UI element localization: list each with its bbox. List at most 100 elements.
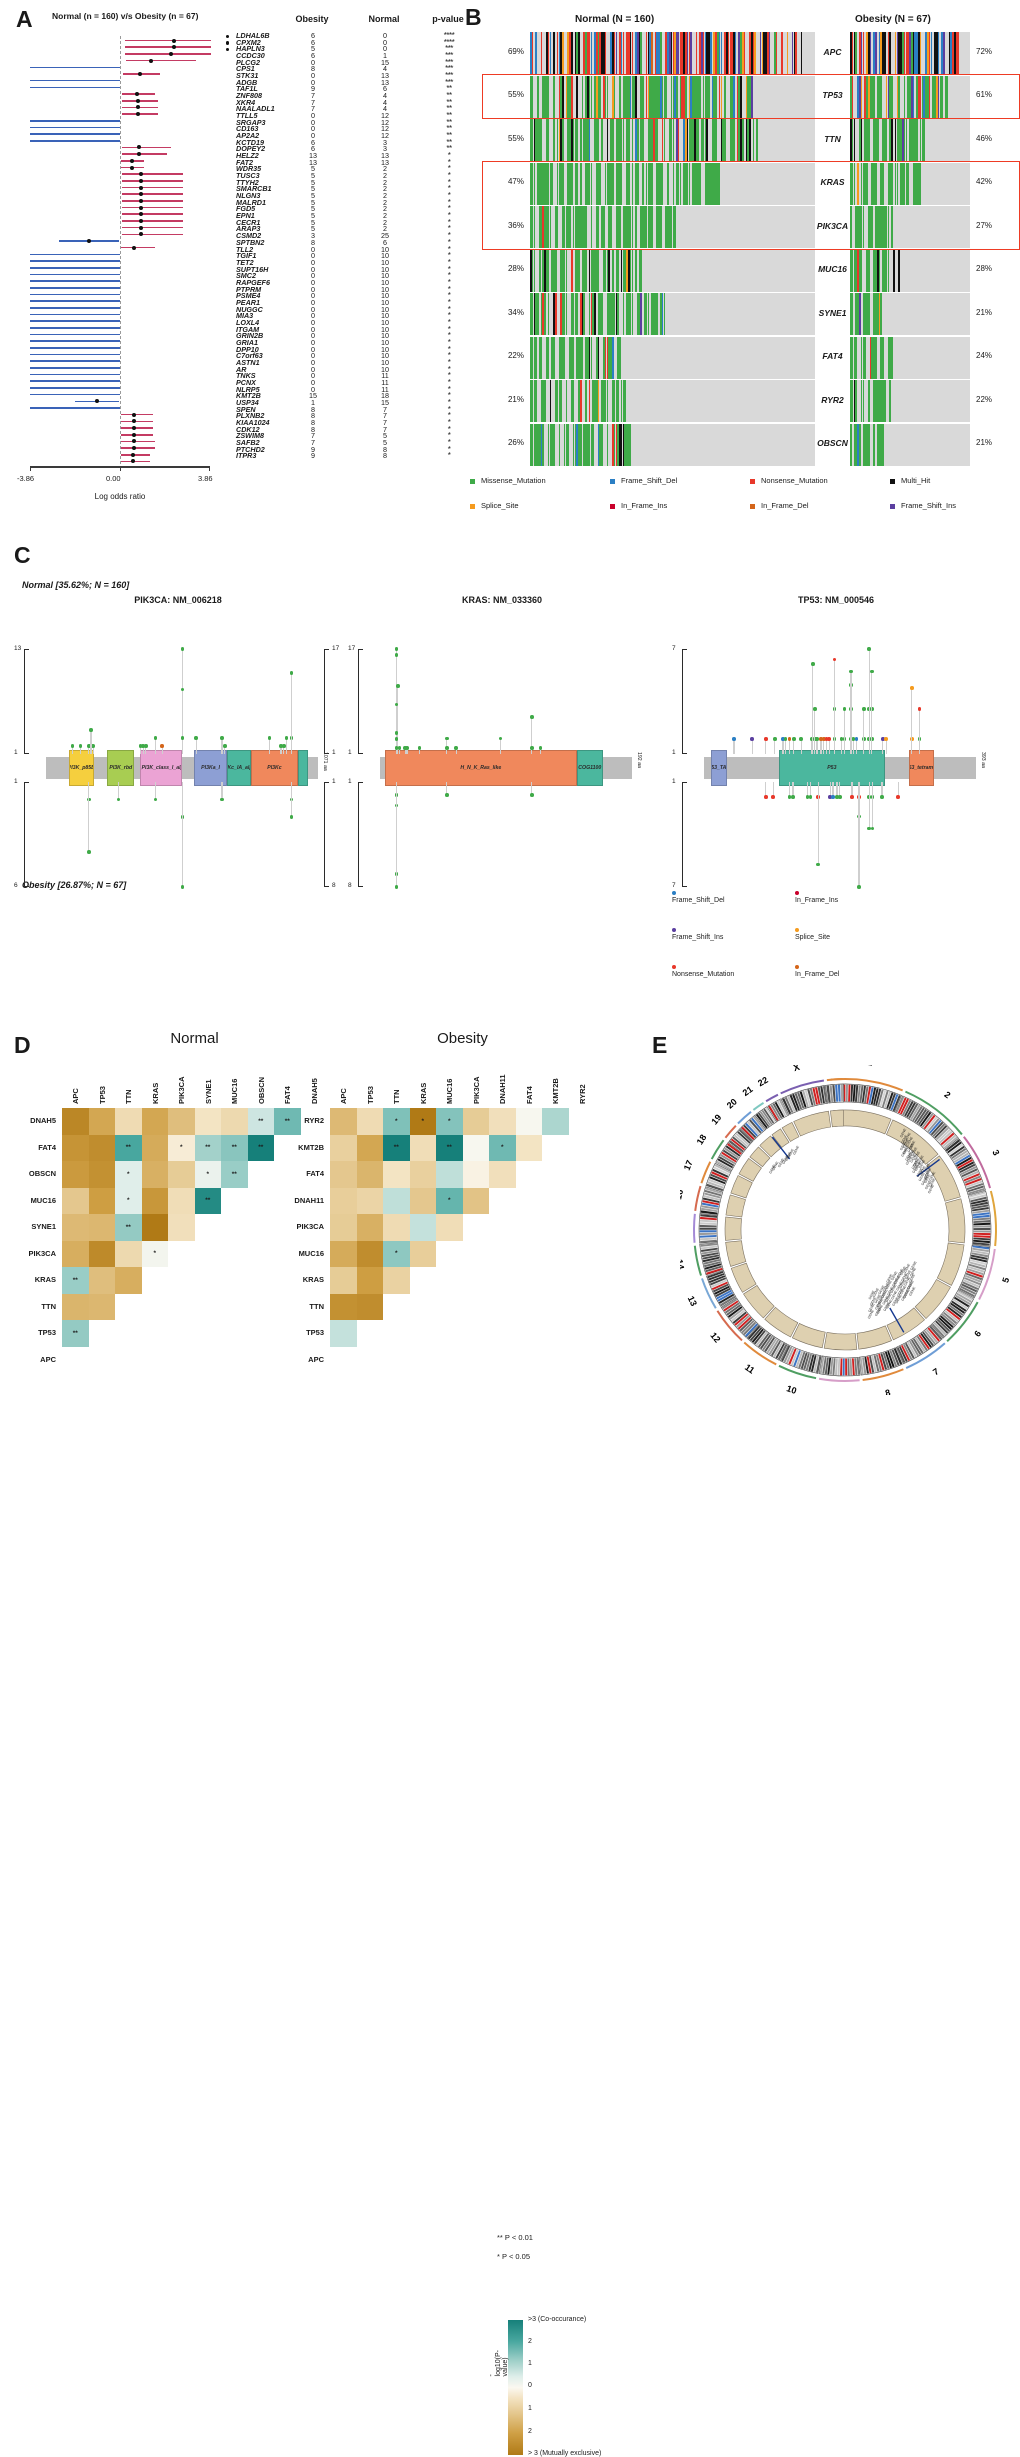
oncoprint-pct-obesity: 61% [976,90,1010,99]
heatmap-col-label: PIK3CA [472,1060,481,1104]
confidence-interval [30,260,120,262]
heatmap-cell: ** [383,1135,410,1162]
lollipop-group-label-normal: Normal [35.62%; N = 160] [22,580,129,590]
lollipop-axis-min: 1 [332,749,336,756]
oncoprint-cell [673,163,675,205]
oncoprint-cell [616,32,618,74]
oncoprint-cell [886,119,888,161]
heatmap-col-label: MUC16 [230,1060,239,1104]
oncoprint-cell [635,76,637,118]
oncoprint-cell [603,206,605,248]
oncoprint-cell [612,163,614,205]
heatmap-cell [330,1135,357,1162]
lollipop-point [918,707,922,711]
oncoprint-cell [756,119,758,161]
legend-item: In_Frame_Del [750,501,809,510]
lollipop-point [499,737,503,741]
oncoprint-cell [630,424,632,466]
confidence-interval [30,67,120,69]
heatmap-cell [410,1161,437,1188]
confidence-interval [30,347,120,349]
confidence-interval [30,327,120,329]
legend-label: Frame_Shift_Del [672,897,725,904]
oncoprint-cell [715,76,717,118]
protein-domain: H_N_K_Ras_like [385,750,577,786]
oncoprint-cell [619,76,621,118]
confidence-interval [30,367,120,369]
lollipop-stem [823,739,824,754]
lollipop-axis-min: 1 [14,749,18,756]
axis-ticklabel-min: -3.86 [17,474,34,483]
confidence-interval [121,447,155,449]
oncoprint-row-normal [530,163,815,205]
oncoprint-cell [562,119,564,161]
oncoprint-cell [868,293,870,335]
panel-e: E 12345678910111213141516171819202122XYG… [640,1020,1020,1462]
confidence-interval [122,207,183,209]
confidence-interval [122,153,167,155]
confidence-interval [122,193,183,195]
lollipop-title: PIK3CA: NM_006218 [18,595,338,605]
oncoprint-pct-obesity: 46% [976,134,1010,143]
oncoprint-cell [573,337,575,379]
protein-length-label: 192 aa [636,752,642,768]
lollipop-point [395,653,399,657]
oncoprint-cell [920,163,922,205]
heatmap-cell: ** [115,1214,142,1241]
protein-domain [298,750,309,786]
axis-label-log-odds: Log odds ratio [55,492,185,501]
heatmap-cell [383,1267,410,1294]
oncoprint-cell [882,424,884,466]
protein-domain: PI3Kc_IA_alpha [227,750,251,786]
heatmap-row-label: OBSCN [6,1169,56,1178]
chromosome-label: 11 [743,1362,757,1376]
lollipop-point [445,746,449,750]
oncoprint-cell [580,380,582,422]
inner-ring-segment [857,1326,892,1349]
oncoprint-cell [891,119,893,161]
oncoprint-cell [550,206,552,248]
heatmap-col-label: SYNE1 [204,1060,213,1104]
heatmap-row-label: SYNE1 [6,1222,56,1231]
oncoprint-cell [562,163,564,205]
heatmap-cell [168,1108,195,1135]
lollipop-axis-min: 6 [14,882,18,889]
oncoprint-cell [632,206,634,248]
lollipop-axis-min: 1 [348,749,352,756]
oncoprint-cell [612,119,614,161]
protein-domain: PI3Ka_I [194,750,227,786]
lollipop-point [223,744,227,748]
lollipop-stem [844,709,845,754]
chromosome-label: 1 [867,1065,873,1068]
lollipop-point [857,885,861,889]
oncoprint-cell [861,119,863,161]
obesity-count: 9 [290,453,336,460]
chromosome-label: 18 [695,1133,709,1147]
heatmap-cell [62,1241,89,1268]
colorbar-axis-title: -log10(P-value) [488,2350,509,2376]
oncoprint-cell [689,163,691,205]
heatmap-col-label: KRAS [419,1060,428,1104]
colorbar-gradient [508,2320,523,2455]
oncoprint-row-normal [530,250,815,292]
lollipop-stem [882,739,883,754]
lollipop-axis-max: 1 [672,778,676,785]
heatmap-cell [142,1108,169,1135]
chromosome-label: 20 [725,1097,739,1111]
oncoprint-row-obesity [850,206,970,248]
lollipop-point [884,737,888,741]
confidence-interval [30,407,120,409]
heatmap-col-label: RYR2 [578,1060,587,1104]
heatmap-cell [357,1214,384,1241]
heatmap-title: Normal [62,1030,327,1047]
oncoprint-cell [850,206,852,248]
lollipop-title: KRAS: NM_033360 [352,595,652,605]
heatmap-cell [357,1135,384,1162]
oncoprint-cell [941,76,943,118]
oncoprint-gene-label: TTN [815,134,850,144]
lollipop-stem [196,738,197,754]
oncoprint-cell [591,206,593,248]
panel-c-letter: C [14,542,31,569]
oncoprint-cell [751,76,753,118]
